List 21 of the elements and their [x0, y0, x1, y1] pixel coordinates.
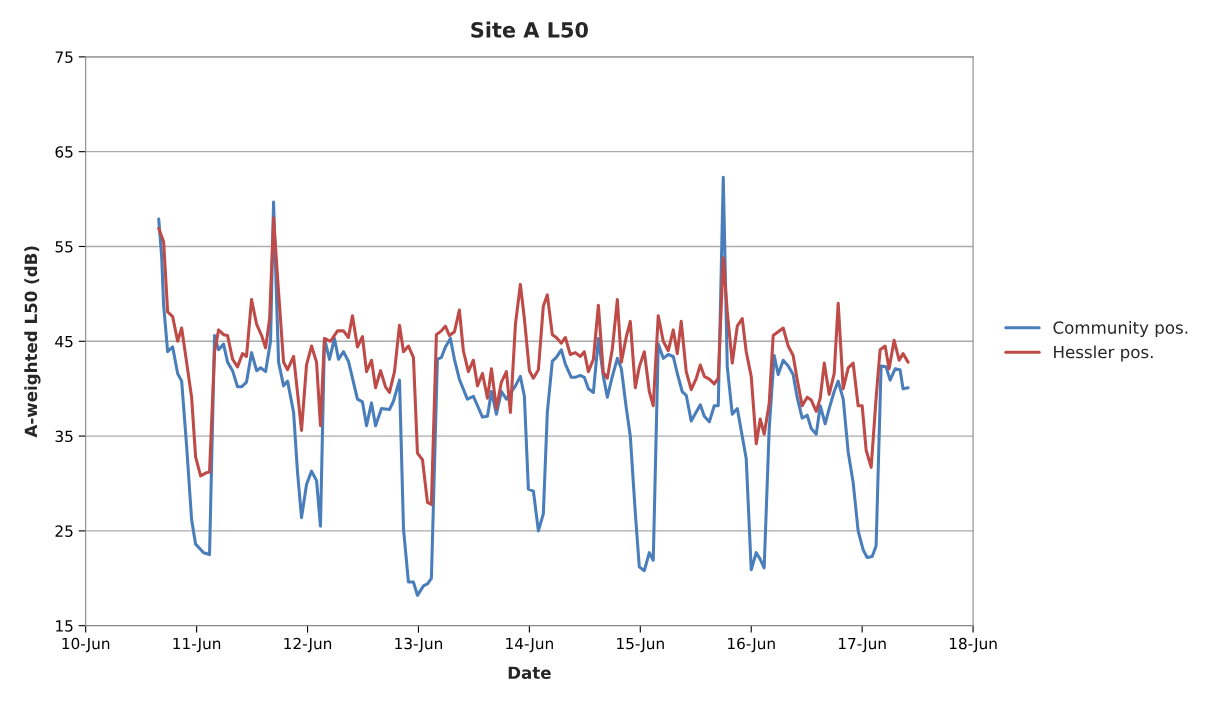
x-tick-label: 16-Jun: [728, 637, 775, 653]
y-tick-label: 35: [55, 430, 73, 443]
x-tick-label: 12-Jun: [284, 637, 332, 653]
y-axis-title: A-weighted L50 (dB): [24, 246, 41, 438]
x-tick-label: 17-Jun: [838, 637, 886, 653]
y-tick-label: 15: [56, 620, 73, 632]
x-tick-label: 13-Jun: [395, 637, 442, 653]
x-tick-label: 18-Jun: [949, 637, 997, 653]
y-tick-label: 45: [55, 335, 73, 348]
y-tick-label: 65: [55, 146, 73, 158]
y-tick-label: 55: [55, 241, 73, 253]
x-tick-label: 14-Jun: [506, 637, 553, 653]
legend-label: Community pos.: [1053, 320, 1188, 338]
legend-label: Hessler pos.: [1054, 345, 1153, 362]
x-tick-label: 11-Jun: [173, 637, 221, 653]
x-tick-label: 10-Jun: [62, 637, 110, 653]
x-tick-label: 15-Jun: [617, 637, 664, 653]
x-axis-title: Date: [508, 666, 551, 680]
y-tick-label: 25: [55, 525, 73, 537]
y-tick-label: 75: [55, 51, 73, 63]
chart-title: Site A L50: [471, 21, 588, 38]
